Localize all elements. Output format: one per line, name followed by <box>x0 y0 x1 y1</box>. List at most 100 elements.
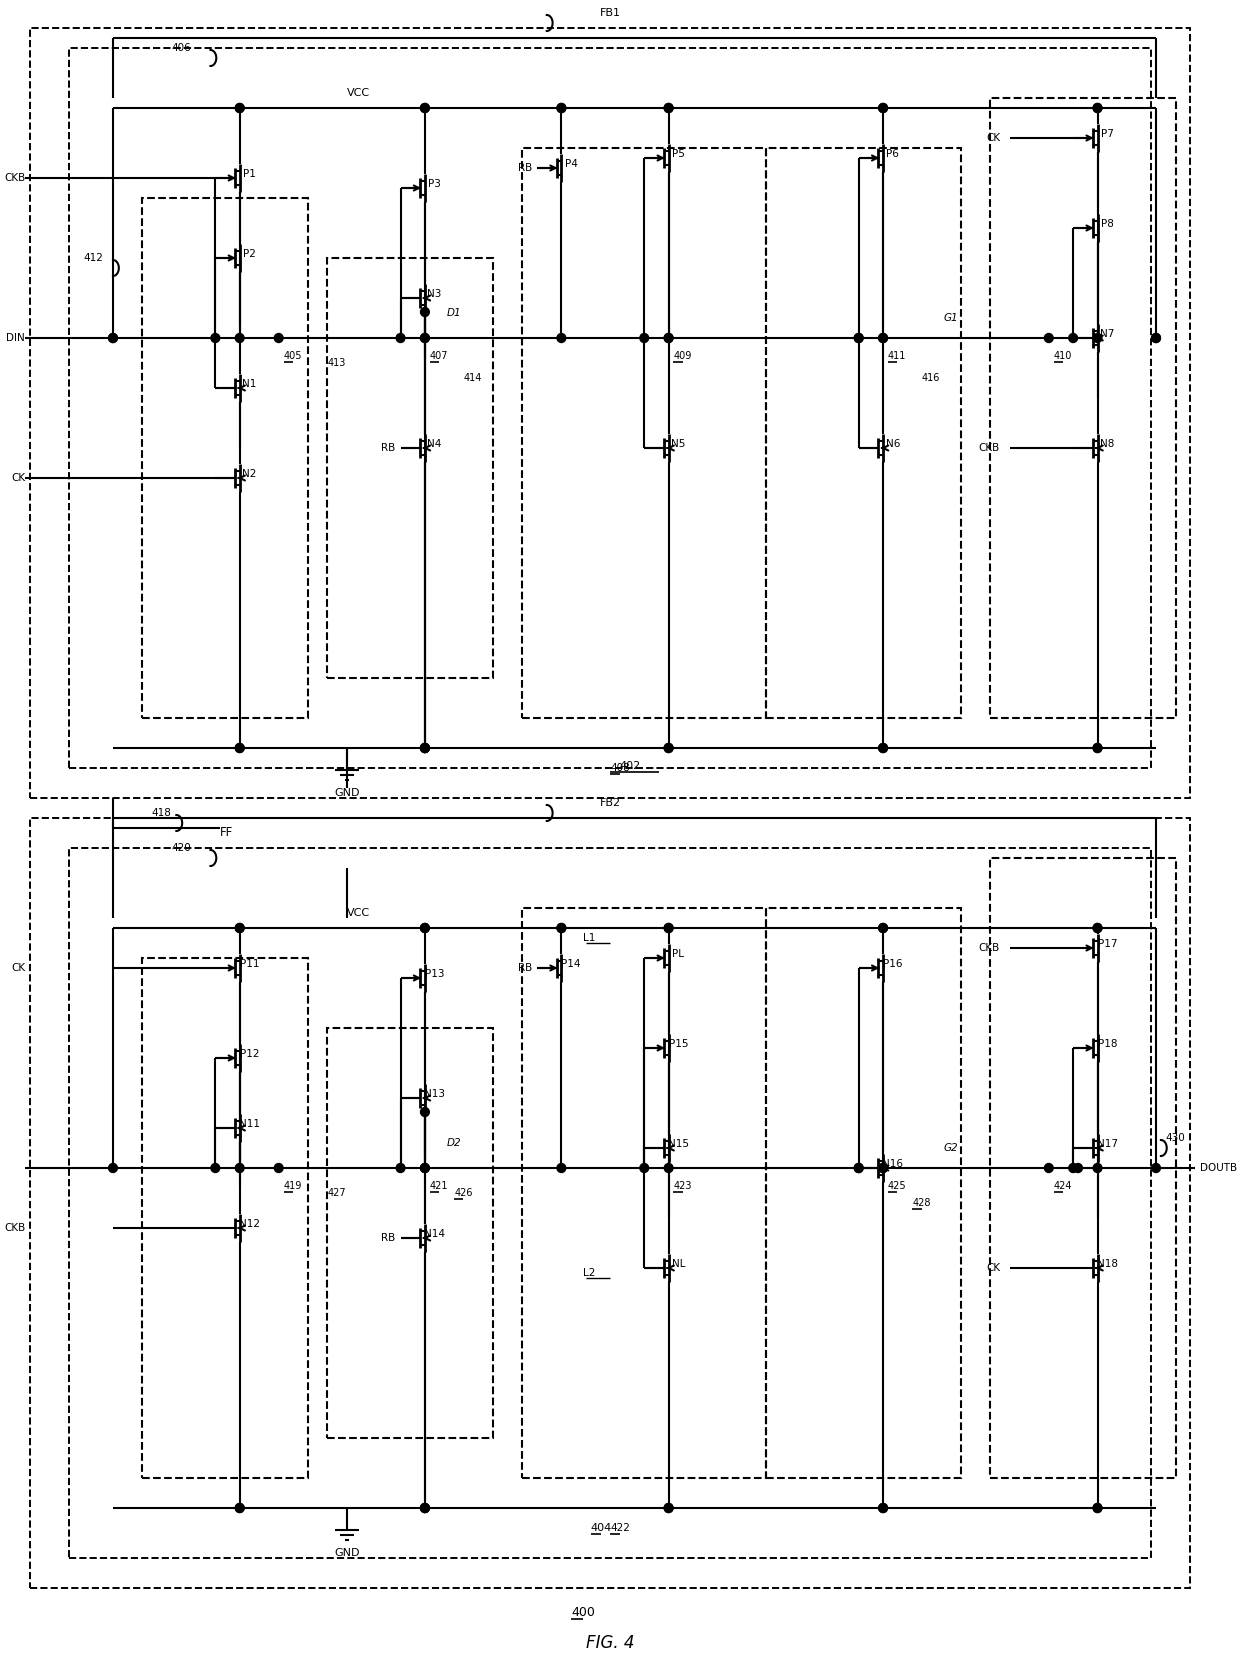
Circle shape <box>1094 334 1102 342</box>
Circle shape <box>879 334 888 342</box>
Text: RB: RB <box>382 444 396 454</box>
Circle shape <box>420 1503 429 1513</box>
Circle shape <box>1094 744 1102 752</box>
Bar <box>991 98 1176 717</box>
Circle shape <box>420 744 429 752</box>
Circle shape <box>420 334 429 342</box>
Circle shape <box>420 744 429 752</box>
Text: 416: 416 <box>923 374 940 384</box>
Circle shape <box>665 334 673 342</box>
Text: VCC: VCC <box>347 907 370 917</box>
Bar <box>522 148 766 717</box>
Circle shape <box>879 1164 888 1173</box>
Text: P12: P12 <box>239 1049 259 1059</box>
Circle shape <box>557 103 565 112</box>
Circle shape <box>665 1503 673 1513</box>
Text: CKB: CKB <box>978 942 999 952</box>
Text: 424: 424 <box>1054 1181 1073 1191</box>
Circle shape <box>1152 334 1161 342</box>
Circle shape <box>665 1164 673 1173</box>
Text: L1: L1 <box>583 932 595 942</box>
Circle shape <box>665 744 673 752</box>
Text: P2: P2 <box>243 249 255 259</box>
Circle shape <box>854 334 863 342</box>
Circle shape <box>640 334 649 342</box>
Circle shape <box>665 103 673 112</box>
Circle shape <box>1094 103 1102 112</box>
Circle shape <box>665 103 673 112</box>
Text: FB1: FB1 <box>600 8 621 18</box>
Text: P16: P16 <box>883 959 903 969</box>
Text: N14: N14 <box>424 1229 445 1239</box>
Text: N6: N6 <box>885 439 900 449</box>
Text: P11: P11 <box>239 959 259 969</box>
Text: PL: PL <box>672 949 684 959</box>
Circle shape <box>236 924 244 932</box>
Text: 414: 414 <box>464 374 482 384</box>
Circle shape <box>274 1164 283 1173</box>
Circle shape <box>420 103 429 112</box>
Text: 409: 409 <box>673 350 692 360</box>
Text: 430: 430 <box>1166 1133 1185 1143</box>
Text: 423: 423 <box>673 1181 692 1191</box>
Text: CK: CK <box>986 1263 999 1273</box>
Circle shape <box>236 1503 244 1513</box>
Text: DOUTB: DOUTB <box>1200 1163 1238 1173</box>
Text: P3: P3 <box>428 178 441 188</box>
Circle shape <box>236 334 244 342</box>
Bar <box>327 259 494 677</box>
Circle shape <box>557 924 565 932</box>
Circle shape <box>274 334 283 342</box>
Circle shape <box>879 924 888 932</box>
Text: DIN: DIN <box>6 334 25 344</box>
Text: RB: RB <box>382 1233 396 1243</box>
Circle shape <box>879 1164 888 1173</box>
Circle shape <box>557 924 565 932</box>
Text: RB: RB <box>518 163 532 173</box>
Circle shape <box>396 1164 405 1173</box>
Text: 419: 419 <box>284 1181 303 1191</box>
Bar <box>522 907 766 1478</box>
Circle shape <box>211 1164 219 1173</box>
Text: P15: P15 <box>668 1039 688 1049</box>
Text: N13: N13 <box>424 1089 445 1099</box>
Text: 400: 400 <box>572 1606 595 1620</box>
Bar <box>991 857 1176 1478</box>
Text: N2: N2 <box>242 469 257 479</box>
Circle shape <box>557 103 565 112</box>
Text: P7: P7 <box>1101 128 1114 138</box>
Text: CK: CK <box>11 474 25 484</box>
Text: N18: N18 <box>1096 1259 1117 1269</box>
Text: G2: G2 <box>944 1143 959 1153</box>
Circle shape <box>236 1503 244 1513</box>
Bar <box>69 847 1151 1558</box>
Bar <box>143 957 308 1478</box>
Text: CKB: CKB <box>978 444 999 454</box>
Text: 427: 427 <box>327 1188 346 1198</box>
Text: N3: N3 <box>428 289 441 299</box>
Circle shape <box>420 334 429 342</box>
Text: CKB: CKB <box>4 173 25 183</box>
Text: 410: 410 <box>1054 350 1073 360</box>
Text: 425: 425 <box>888 1181 906 1191</box>
Circle shape <box>879 744 888 752</box>
Text: 411: 411 <box>888 350 906 360</box>
Circle shape <box>236 1164 244 1173</box>
Bar <box>143 198 308 717</box>
Text: CKB: CKB <box>4 1223 25 1233</box>
Circle shape <box>420 1108 429 1116</box>
Circle shape <box>109 334 118 342</box>
Circle shape <box>396 334 405 342</box>
Text: 413: 413 <box>327 359 346 369</box>
Text: FB2: FB2 <box>600 797 621 807</box>
Text: 422: 422 <box>610 1523 630 1533</box>
Circle shape <box>420 307 429 317</box>
Circle shape <box>1152 334 1161 342</box>
Circle shape <box>211 334 219 342</box>
Text: P14: P14 <box>562 959 580 969</box>
Circle shape <box>236 744 244 752</box>
Text: 426: 426 <box>454 1188 472 1198</box>
Text: N7: N7 <box>1100 329 1115 339</box>
Text: NL: NL <box>672 1259 686 1269</box>
Circle shape <box>236 744 244 752</box>
